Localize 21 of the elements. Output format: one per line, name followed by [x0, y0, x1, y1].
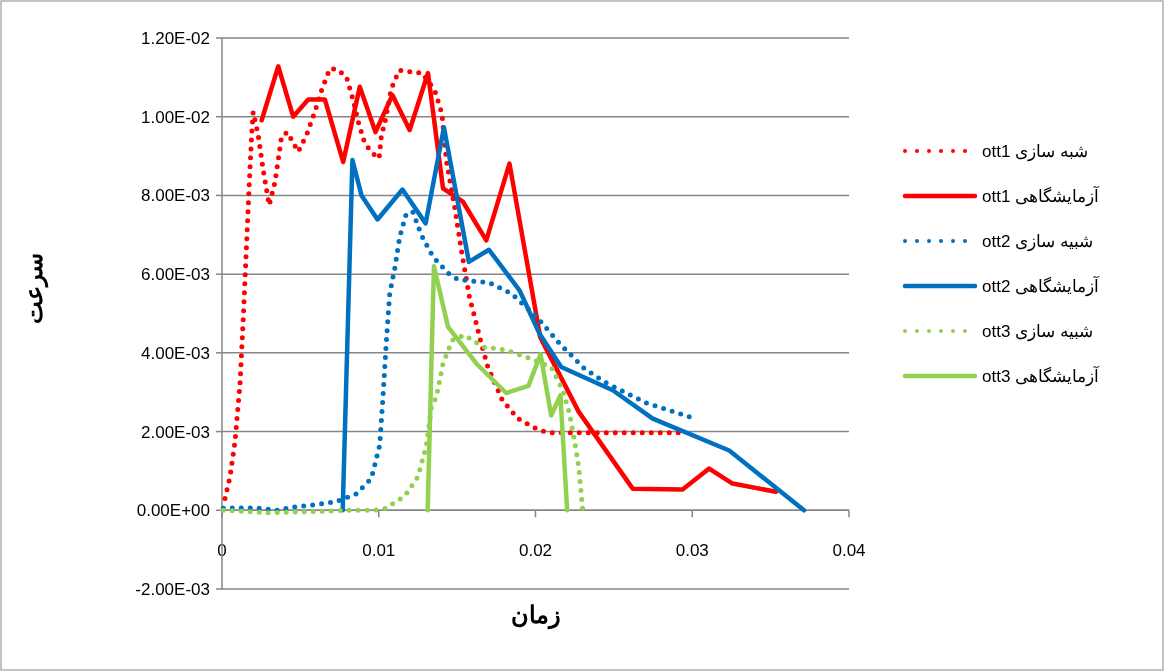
y-tick-label: 2.00E-03 — [141, 422, 210, 442]
y-tick-label: 4.00E-03 — [141, 343, 210, 363]
y-tick-label: 1.20E-02 — [141, 29, 210, 48]
x-tick-label: 0.03 — [675, 541, 709, 561]
legend-label: شبیه سازی ott3 — [982, 322, 1093, 342]
x-axis-title: زمان — [510, 601, 561, 630]
x-tick-label: 0.01 — [362, 541, 396, 561]
legend-label: شبه سازی ott1 — [982, 142, 1088, 162]
legend-label: آزمایشگاهی ott1 — [982, 185, 1101, 207]
y-tick-label: -2.00E-03 — [135, 580, 210, 599]
legend-label: آزمایشگاهی ott2 — [982, 275, 1101, 297]
legend-label: شبیه سازی ott2 — [982, 232, 1093, 252]
y-tick-label: 0.00E+00 — [136, 501, 210, 521]
y-tick-label: 1.00E-02 — [141, 107, 210, 127]
y-tick-label: 6.00E-03 — [141, 265, 210, 285]
y-axis-title: سرعت — [20, 253, 49, 324]
y-tick-label: 8.00E-03 — [141, 186, 210, 206]
x-tick-label: 0 — [217, 541, 227, 561]
x-tick-label: 0.02 — [518, 541, 553, 561]
legend-label: آزمایشگاهی ott3 — [982, 365, 1101, 387]
x-tick-label: 0.04 — [832, 541, 866, 561]
